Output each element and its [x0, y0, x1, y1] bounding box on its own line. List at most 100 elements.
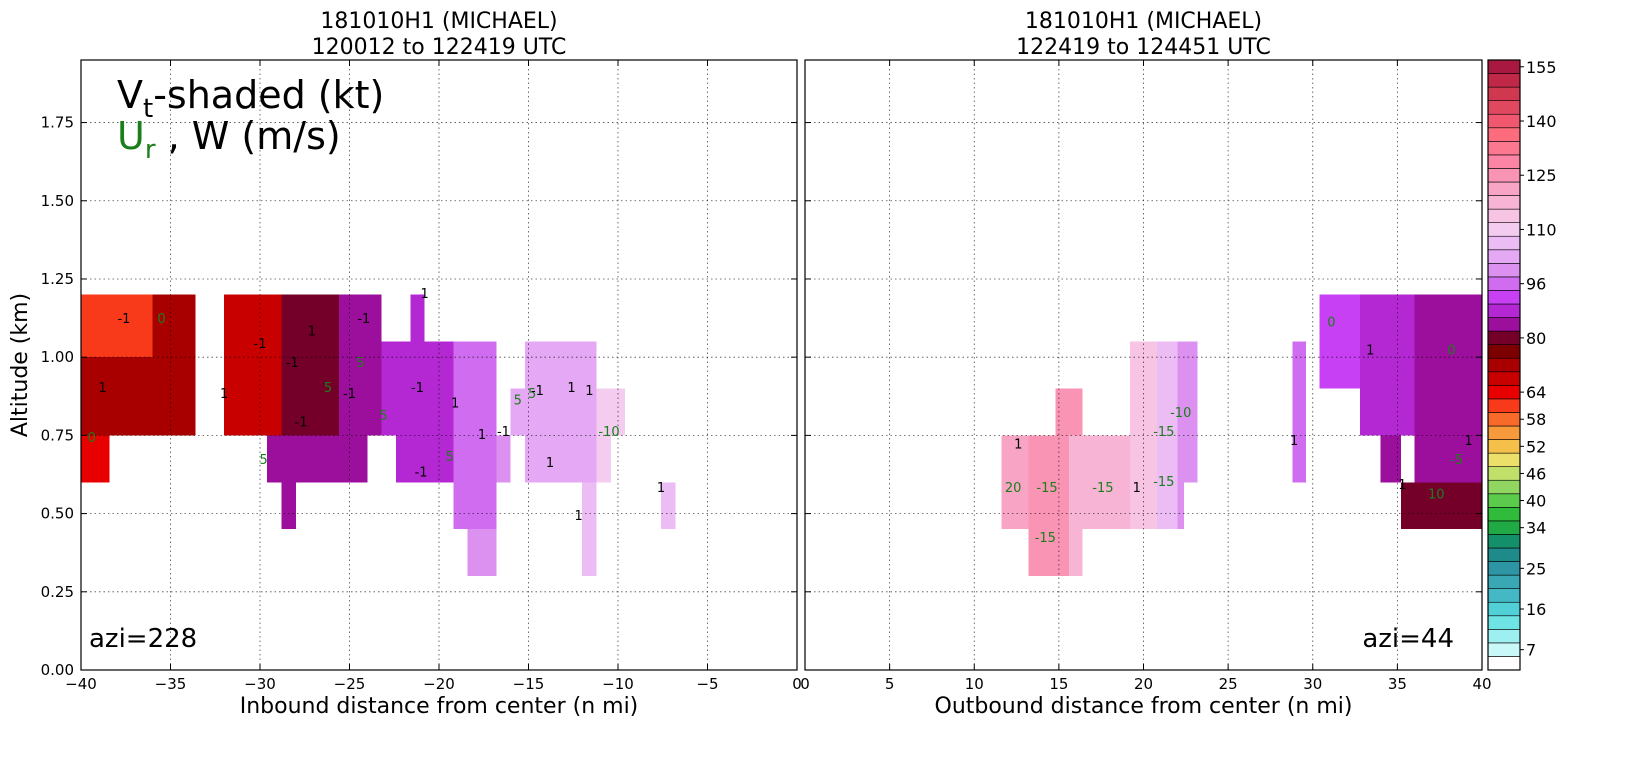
data-cell [81, 294, 153, 358]
colorbar-band [1487, 601, 1521, 617]
colorbar-band [1487, 195, 1521, 210]
legend-vt-rest: -shaded (kt) [153, 73, 384, 117]
colorbar-band [1487, 249, 1521, 264]
x-tick-label: −30 [244, 675, 276, 693]
x-tick-label: 0 [800, 675, 810, 693]
contour-label: 1 [1398, 478, 1406, 493]
colorbar-band [1487, 86, 1521, 101]
contour-label: 1 [1366, 343, 1374, 358]
data-cell [1414, 294, 1482, 483]
contour-label: 1 [478, 428, 486, 443]
data-cell [467, 529, 497, 577]
colorbar-band [1487, 561, 1521, 576]
contour-label: 1 [657, 481, 665, 496]
shaded-cells [1001, 294, 1482, 577]
data-cell [1400, 482, 1482, 530]
contour-label: -1 [286, 356, 299, 371]
data-cell [1069, 435, 1130, 530]
colorbar-tick-label: 34 [1526, 519, 1546, 538]
colorbar-band [1487, 290, 1521, 305]
contour-label: -15 [1035, 531, 1056, 546]
colorbar-band [1487, 317, 1521, 332]
data-cell [496, 435, 511, 483]
data-cell [1292, 341, 1306, 483]
data-cell [81, 435, 110, 483]
data-cell [410, 341, 454, 483]
data-cell [524, 341, 597, 483]
contour-label: -1 [531, 384, 544, 399]
x-tick-label: 35 [1388, 675, 1407, 693]
legend-vt-sub: t [143, 94, 153, 124]
y-tick-label: 1.00 [41, 348, 74, 366]
contour-label: 5 [446, 450, 454, 465]
shaded-cells [81, 294, 676, 577]
contour-label: 1 [1464, 434, 1472, 449]
contour-label: 0 [88, 431, 96, 446]
colorbar-band [1487, 181, 1521, 196]
contour-label: -1 [295, 415, 308, 430]
colorbar-band [1487, 520, 1521, 535]
contour-label: 1 [308, 325, 316, 340]
colorbar-band [1487, 127, 1521, 142]
data-cell [396, 435, 411, 483]
colorbar-tick-label: 155 [1526, 58, 1557, 77]
legend-ur-w: Ur , W (m/s) [117, 114, 341, 165]
contour-label: 1 [567, 381, 575, 396]
colorbar-tick-label: 125 [1526, 166, 1557, 185]
contour-label: 1 [421, 287, 429, 302]
contour-label: -1 [497, 425, 510, 440]
colorbar-tick-label: 46 [1526, 464, 1546, 483]
data-cell [1157, 341, 1178, 530]
data-cell [1360, 294, 1415, 436]
colorbar-tick-label: 96 [1526, 275, 1546, 294]
colorbar-band [1487, 642, 1521, 657]
contour-label: 5 [528, 387, 536, 402]
legend-vt-shaded: Vt-shaded (kt) [117, 73, 384, 124]
x-axis-label: Inbound distance from center (n mi) [240, 694, 639, 719]
gridlines [805, 60, 1482, 670]
colorbar-tick-label: 58 [1526, 410, 1546, 429]
data-cell [281, 482, 296, 530]
data-cell [1028, 435, 1070, 577]
colorbar-band [1487, 276, 1521, 291]
colorbar-band [1487, 452, 1521, 467]
panel-title-line2: 122419 to 124451 UTC [1016, 35, 1271, 60]
colorbar-band [1487, 574, 1521, 589]
x-tick-label: 20 [1134, 675, 1153, 693]
x-tick-label: 10 [965, 675, 984, 693]
contour-label: -5 [1450, 453, 1463, 468]
contour-label: 5 [259, 453, 267, 468]
y-tick-label: 0.75 [41, 426, 74, 444]
contour-label: 5 [379, 409, 387, 424]
y-tick-label: 1.50 [41, 192, 74, 210]
contour-label: 1 [546, 456, 554, 471]
contour-label: 1 [1014, 437, 1022, 452]
contour-label: -1 [411, 381, 424, 396]
colorbar-band [1487, 479, 1521, 495]
y-tick-label: 1.25 [41, 270, 74, 288]
colorbar-band [1487, 141, 1521, 156]
contour-label: 0 [157, 312, 165, 327]
x-tick-label: −15 [513, 675, 545, 693]
y-axis-label: Altitude (km) [8, 293, 33, 437]
y-tick-label: 0.00 [41, 661, 74, 679]
colorbar-band [1487, 100, 1521, 115]
colorbar-tick-label: 110 [1526, 220, 1557, 239]
colorbar-band [1487, 629, 1521, 644]
data-cell [1177, 341, 1198, 483]
colorbar-band [1487, 303, 1521, 318]
colorbar-band [1487, 656, 1521, 671]
colorbar-band [1487, 588, 1521, 603]
x-axis: 0 5 10 15 20 25 30 35 40 [800, 60, 1492, 693]
colorbar-band [1487, 398, 1521, 413]
contour-label: -1 [254, 337, 267, 352]
data-cell [1319, 294, 1361, 389]
colorbar-band [1487, 208, 1521, 223]
colorbar-tick-label: 40 [1526, 492, 1546, 511]
colorbar-tick-label: 7 [1526, 641, 1536, 660]
x-tick-label: 30 [1303, 675, 1322, 693]
contour-label: 1 [574, 509, 582, 524]
colorbar-band [1487, 344, 1521, 359]
contour-label: 5 [356, 356, 364, 371]
